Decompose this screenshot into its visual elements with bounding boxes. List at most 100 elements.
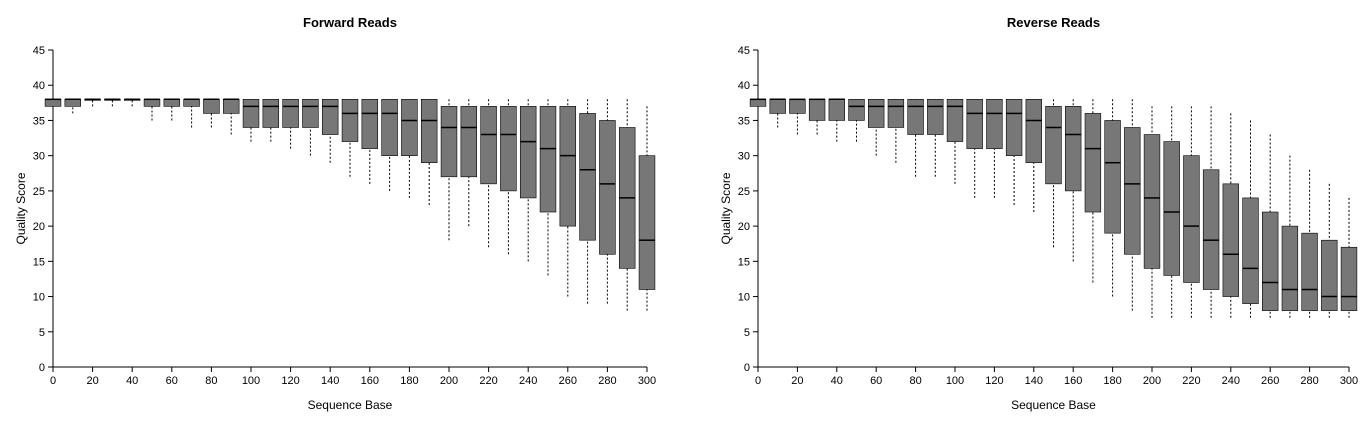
x-tick-label: 60 [870, 375, 882, 387]
y-tick-label: 0 [744, 362, 750, 374]
box [966, 99, 983, 149]
y-tick-label: 20 [33, 221, 45, 233]
x-tick-label: 40 [126, 375, 138, 387]
x-tick-label: 300 [638, 375, 656, 387]
x-tick-label: 180 [1103, 375, 1121, 387]
x-tick-label: 260 [559, 375, 577, 387]
box [539, 106, 557, 213]
x-tick-label: 220 [479, 375, 497, 387]
x-axis-label: Sequence Base [1011, 398, 1096, 412]
x-tick-label: 220 [1182, 375, 1200, 387]
x-tick-label: 240 [519, 375, 537, 387]
box [1084, 113, 1102, 213]
x-tick-label: 100 [242, 375, 260, 387]
y-axis-label: Quality Score [14, 172, 28, 244]
box [946, 99, 964, 142]
box [321, 99, 339, 135]
box [341, 99, 359, 142]
box [559, 106, 577, 227]
box [1143, 134, 1161, 269]
y-axis-label: Quality Score [719, 172, 733, 244]
y-tick-label: 5 [39, 327, 45, 339]
box [927, 99, 944, 135]
x-tick-label: 160 [361, 375, 379, 387]
box [242, 99, 260, 128]
box [887, 99, 905, 128]
box [1065, 106, 1082, 192]
y-tick-label: 15 [33, 256, 45, 268]
box [828, 99, 845, 121]
box [1183, 155, 1200, 283]
box [222, 99, 240, 114]
box [163, 99, 181, 107]
box [1242, 197, 1259, 304]
x-tick-label: 0 [755, 375, 761, 387]
x-tick-label: 180 [400, 375, 418, 387]
x-tick-label: 280 [598, 375, 616, 387]
box [749, 99, 767, 107]
x-tick-label: 300 [1340, 375, 1358, 387]
y-tick-label: 30 [33, 151, 45, 163]
box [460, 106, 478, 178]
box [638, 155, 656, 290]
box [1321, 239, 1338, 311]
box [440, 106, 458, 178]
y-tick-label: 40 [738, 80, 750, 92]
x-tick-label: 0 [50, 375, 56, 387]
x-tick-label: 260 [1261, 375, 1279, 387]
x-tick-label: 120 [985, 375, 1003, 387]
box [203, 99, 220, 114]
x-tick-label: 20 [86, 375, 98, 387]
x-tick-label: 200 [1143, 375, 1161, 387]
box [1222, 183, 1239, 297]
box [1163, 141, 1180, 276]
y-tick-label: 15 [738, 256, 750, 268]
y-tick-label: 35 [738, 115, 750, 127]
box [302, 99, 319, 128]
x-tick-label: 120 [281, 375, 299, 387]
x-tick-label: 40 [831, 375, 843, 387]
box [1045, 106, 1062, 185]
box [44, 99, 62, 107]
x-tick-label: 100 [946, 375, 964, 387]
box [262, 99, 280, 128]
y-tick-label: 10 [738, 292, 750, 304]
box [986, 99, 1003, 149]
box [143, 99, 161, 107]
x-tick-label: 80 [205, 375, 217, 387]
x-tick-label: 20 [791, 375, 803, 387]
box [769, 99, 786, 114]
x-tick-label: 200 [440, 375, 458, 387]
y-tick-label: 30 [738, 151, 750, 163]
box [361, 99, 379, 149]
box [1262, 211, 1279, 311]
box [808, 99, 826, 121]
box [1124, 127, 1141, 255]
x-tick-label: 60 [166, 375, 178, 387]
x-tick-label: 140 [321, 375, 339, 387]
y-tick-label: 10 [33, 292, 45, 304]
y-tick-label: 25 [738, 186, 750, 198]
y-tick-label: 35 [33, 115, 45, 127]
y-tick-label: 25 [33, 186, 45, 198]
box [381, 99, 398, 156]
x-tick-label: 280 [1300, 375, 1318, 387]
x-tick-label: 80 [909, 375, 921, 387]
y-tick-label: 5 [744, 327, 750, 339]
box [519, 106, 537, 199]
x-tick-label: 140 [1025, 375, 1043, 387]
box [599, 120, 616, 255]
box [282, 99, 299, 128]
x-tick-label: 240 [1222, 375, 1240, 387]
chart-title: Reverse Reads [1007, 15, 1100, 30]
y-tick-label: 0 [39, 362, 45, 374]
box [64, 99, 82, 107]
box [789, 99, 806, 114]
box [868, 99, 885, 128]
y-tick-label: 45 [738, 45, 750, 57]
box [579, 113, 596, 241]
x-tick-label: 160 [1064, 375, 1082, 387]
y-tick-label: 20 [738, 221, 750, 233]
box [1202, 169, 1220, 290]
